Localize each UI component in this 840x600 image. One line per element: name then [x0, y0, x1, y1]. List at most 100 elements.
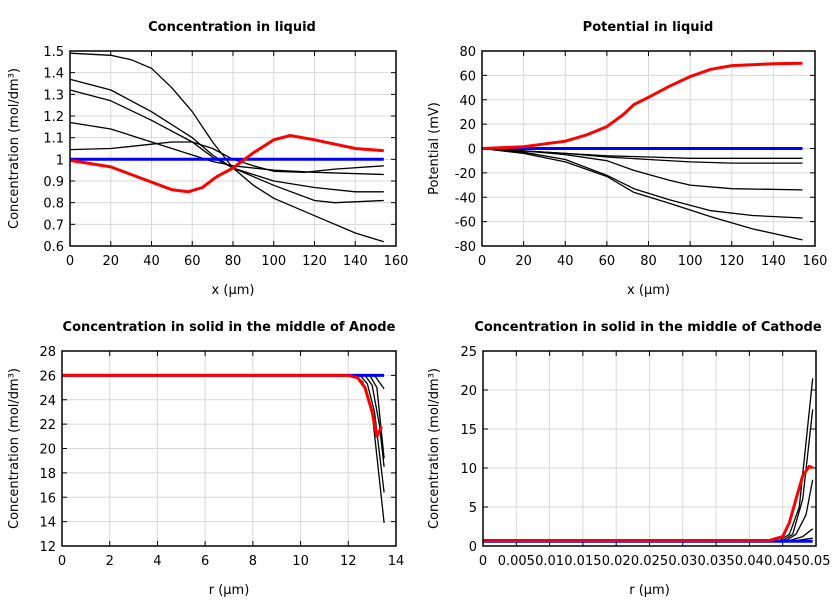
y-tick-label: 1.3 — [43, 88, 64, 103]
series-line-0 — [62, 374, 385, 523]
x-tick-label: 12 — [340, 554, 357, 569]
chart-title: Concentration in solid in the middle of … — [474, 320, 822, 335]
series-line-4 — [481, 147, 803, 241]
y-tick-label: 12 — [39, 540, 56, 555]
plot-frame — [69, 50, 397, 247]
y-tick-label: 1.1 — [43, 132, 64, 147]
series-line-3 — [62, 374, 385, 459]
y-tick-label: -80 — [455, 240, 476, 255]
x-tick-label: 60 — [599, 254, 616, 269]
series-line-6 — [481, 61, 803, 150]
x-tick-label: 8 — [249, 554, 257, 569]
x-tick-label: 20 — [102, 254, 119, 269]
x-tick-label: 0.045 — [764, 554, 801, 569]
x-tick-label: 120 — [302, 254, 327, 269]
series-line-6 — [69, 134, 384, 194]
series-line-4 — [69, 141, 384, 173]
subplot-1: 0 20 40 60 80 100 120 140 160 -80 -60 -40 -20 0 20 40 60… — [427, 20, 827, 298]
x-tick-label: 20 — [515, 254, 532, 269]
chart-title: Potential in liquid — [583, 20, 714, 35]
y-tick-label: -60 — [455, 216, 476, 231]
x-tick-label: 6 — [201, 554, 209, 569]
y-tick-label: 60 — [459, 69, 476, 84]
x-tick-label: 0.02 — [602, 554, 631, 569]
y-axis-label: Concentration (mol/dm³) — [7, 68, 22, 229]
x-tick-label: 120 — [719, 254, 744, 269]
x-tick-label: 160 — [384, 254, 409, 269]
series-line-0 — [69, 52, 384, 243]
series-line-1 — [481, 147, 803, 164]
y-tick-label: 1.4 — [43, 67, 64, 82]
x-tick-label: 100 — [678, 254, 703, 269]
y-tick-label: 22 — [39, 418, 56, 433]
series-line-6 — [483, 464, 814, 542]
plot-frame — [482, 350, 817, 547]
x-tick-label: 60 — [184, 254, 201, 269]
y-tick-label: 0.8 — [43, 197, 64, 212]
y-tick-label: 20 — [459, 118, 476, 133]
y-tick-label: 10 — [460, 462, 477, 477]
x-tick-label: 14 — [388, 554, 405, 569]
series-line-6 — [62, 373, 384, 438]
x-tick-label: 10 — [292, 554, 309, 569]
x-tick-label: 4 — [153, 554, 161, 569]
y-tick-label: 16 — [39, 491, 56, 506]
x-tick-label: 140 — [761, 254, 786, 269]
series-line-2 — [483, 479, 814, 542]
chart-title: Concentration in solid in the middle of … — [63, 320, 396, 335]
x-tick-label: 0.01 — [535, 554, 564, 569]
x-tick-label: 80 — [225, 254, 242, 269]
x-tick-label: 0 — [479, 554, 487, 569]
x-tick-label: 0.015 — [564, 554, 601, 569]
y-tick-label: 20 — [39, 443, 56, 458]
x-tick-label: 0.05 — [802, 554, 831, 569]
y-tick-label: 80 — [459, 45, 476, 60]
y-tick-label: 0.9 — [43, 175, 64, 190]
y-tick-label: 20 — [460, 384, 477, 399]
y-tick-label: 18 — [39, 467, 56, 482]
x-axis-label: x (µm) — [627, 283, 670, 298]
series-line-3 — [481, 147, 803, 219]
y-axis-label: Potential (mV) — [427, 102, 442, 195]
y-tick-label: 24 — [39, 394, 56, 409]
y-tick-label: 14 — [39, 516, 56, 531]
y-tick-label: 26 — [39, 369, 56, 384]
x-tick-label: 0.025 — [631, 554, 668, 569]
x-tick-label: 40 — [143, 254, 160, 269]
series-line-2 — [481, 147, 803, 191]
subplot-3: 0 0.005 0.01 0.015 0.02 0.025 0.03 0.035 0.04 0.0… — [427, 320, 830, 598]
y-axis-label: Concentration (mol/dm³) — [7, 368, 22, 529]
x-tick-label: 0.035 — [697, 554, 734, 569]
chart-title: Concentration in liquid — [148, 20, 316, 35]
y-tick-label: 1.5 — [43, 45, 64, 60]
x-tick-label: 0.03 — [668, 554, 697, 569]
y-tick-label: 15 — [460, 423, 477, 438]
y-tick-label: -40 — [455, 191, 476, 206]
x-tick-label: 0.005 — [498, 554, 535, 569]
plot-frame — [481, 50, 816, 247]
x-tick-label: 0 — [66, 254, 74, 269]
series-line-2 — [69, 89, 384, 193]
series-line-0 — [483, 378, 814, 542]
x-tick-label: 80 — [640, 254, 657, 269]
x-tick-label: 2 — [106, 554, 114, 569]
y-axis-label: Concentration (mol/dm³) — [427, 368, 442, 529]
y-tick-label: 5 — [469, 501, 477, 516]
series-line-2 — [62, 374, 385, 467]
y-tick-label: 0 — [469, 540, 477, 555]
x-tick-label: 160 — [803, 254, 828, 269]
subplot-0: 0 20 40 60 80 100 120 140 160 0.6 0.7 0.8 0.9 1 1.1 1.2… — [7, 20, 408, 298]
x-tick-label: 140 — [343, 254, 368, 269]
series-line-1 — [69, 78, 384, 204]
x-axis-label: r (µm) — [629, 583, 670, 598]
y-tick-label: 1 — [56, 153, 64, 168]
y-tick-label: 25 — [460, 345, 477, 360]
plot-frame — [61, 350, 397, 547]
y-tick-label: 0 — [468, 143, 476, 158]
y-tick-label: 40 — [459, 94, 476, 109]
x-axis-label: x (µm) — [212, 283, 255, 298]
x-tick-label: 100 — [261, 254, 286, 269]
x-tick-label: 40 — [557, 254, 574, 269]
x-tick-label: 0 — [58, 554, 66, 569]
